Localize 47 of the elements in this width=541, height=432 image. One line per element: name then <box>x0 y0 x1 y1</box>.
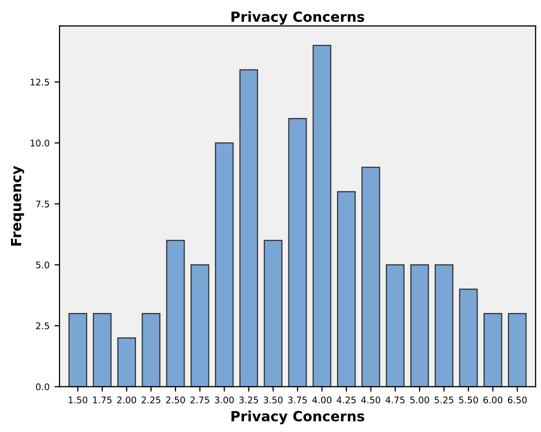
x-tick-label: 3.75 <box>288 396 307 404</box>
x-tick-label: 4.75 <box>386 396 404 404</box>
bar <box>484 312 502 387</box>
bar <box>508 312 527 387</box>
bar <box>190 264 210 387</box>
x-tick-label: 4.50 <box>361 396 380 404</box>
x-tick-label: 2.75 <box>190 396 210 404</box>
x-tick-label: 5.00 <box>410 396 430 404</box>
chart-title: Privacy Concerns <box>232 11 364 25</box>
y-tick-label: 7.5 <box>36 200 49 208</box>
bar <box>214 142 234 387</box>
bar <box>288 118 307 387</box>
bar <box>312 44 332 387</box>
bar <box>68 312 88 387</box>
bar <box>434 264 454 387</box>
x-tick-label: 3.25 <box>239 396 258 404</box>
y-axis-title: Frequency <box>11 166 24 246</box>
y-tick-label: 5.0 <box>36 262 50 268</box>
bar <box>386 264 405 387</box>
bar <box>142 312 160 387</box>
x-tick-label: 5.25 <box>434 396 454 404</box>
x-tick-label: 6.50 <box>508 396 527 404</box>
x-tick-label: 1.50 <box>68 396 88 404</box>
bar <box>337 191 356 387</box>
x-tick-label: 2.00 <box>117 396 136 404</box>
bar <box>410 264 429 387</box>
y-tick-label: 12.5 <box>30 78 49 86</box>
x-tick-label: 6.00 <box>483 396 502 404</box>
y-tick-label: 2.5 <box>36 322 49 330</box>
bar <box>92 312 112 387</box>
x-tick-label: 3.00 <box>214 396 234 404</box>
bar <box>459 288 478 387</box>
bar <box>166 240 185 387</box>
bar <box>117 337 136 387</box>
x-tick-label: 3.50 <box>264 396 283 404</box>
x-tick-label: 4.00 <box>312 396 332 404</box>
x-tick-label: 1.75 <box>93 396 112 404</box>
x-tick-label: 5.50 <box>459 396 478 404</box>
x-tick-label: 4.25 <box>336 396 356 404</box>
bar <box>264 240 282 387</box>
bar <box>361 166 380 387</box>
x-tick-label: 2.25 <box>142 396 160 404</box>
y-tick-label: 0.0 <box>36 383 50 390</box>
x-tick-label: 2.50 <box>166 396 185 404</box>
bar <box>239 69 258 387</box>
y-tick-label: 10.0 <box>30 140 50 146</box>
x-axis-title: Privacy Concerns <box>232 410 364 424</box>
